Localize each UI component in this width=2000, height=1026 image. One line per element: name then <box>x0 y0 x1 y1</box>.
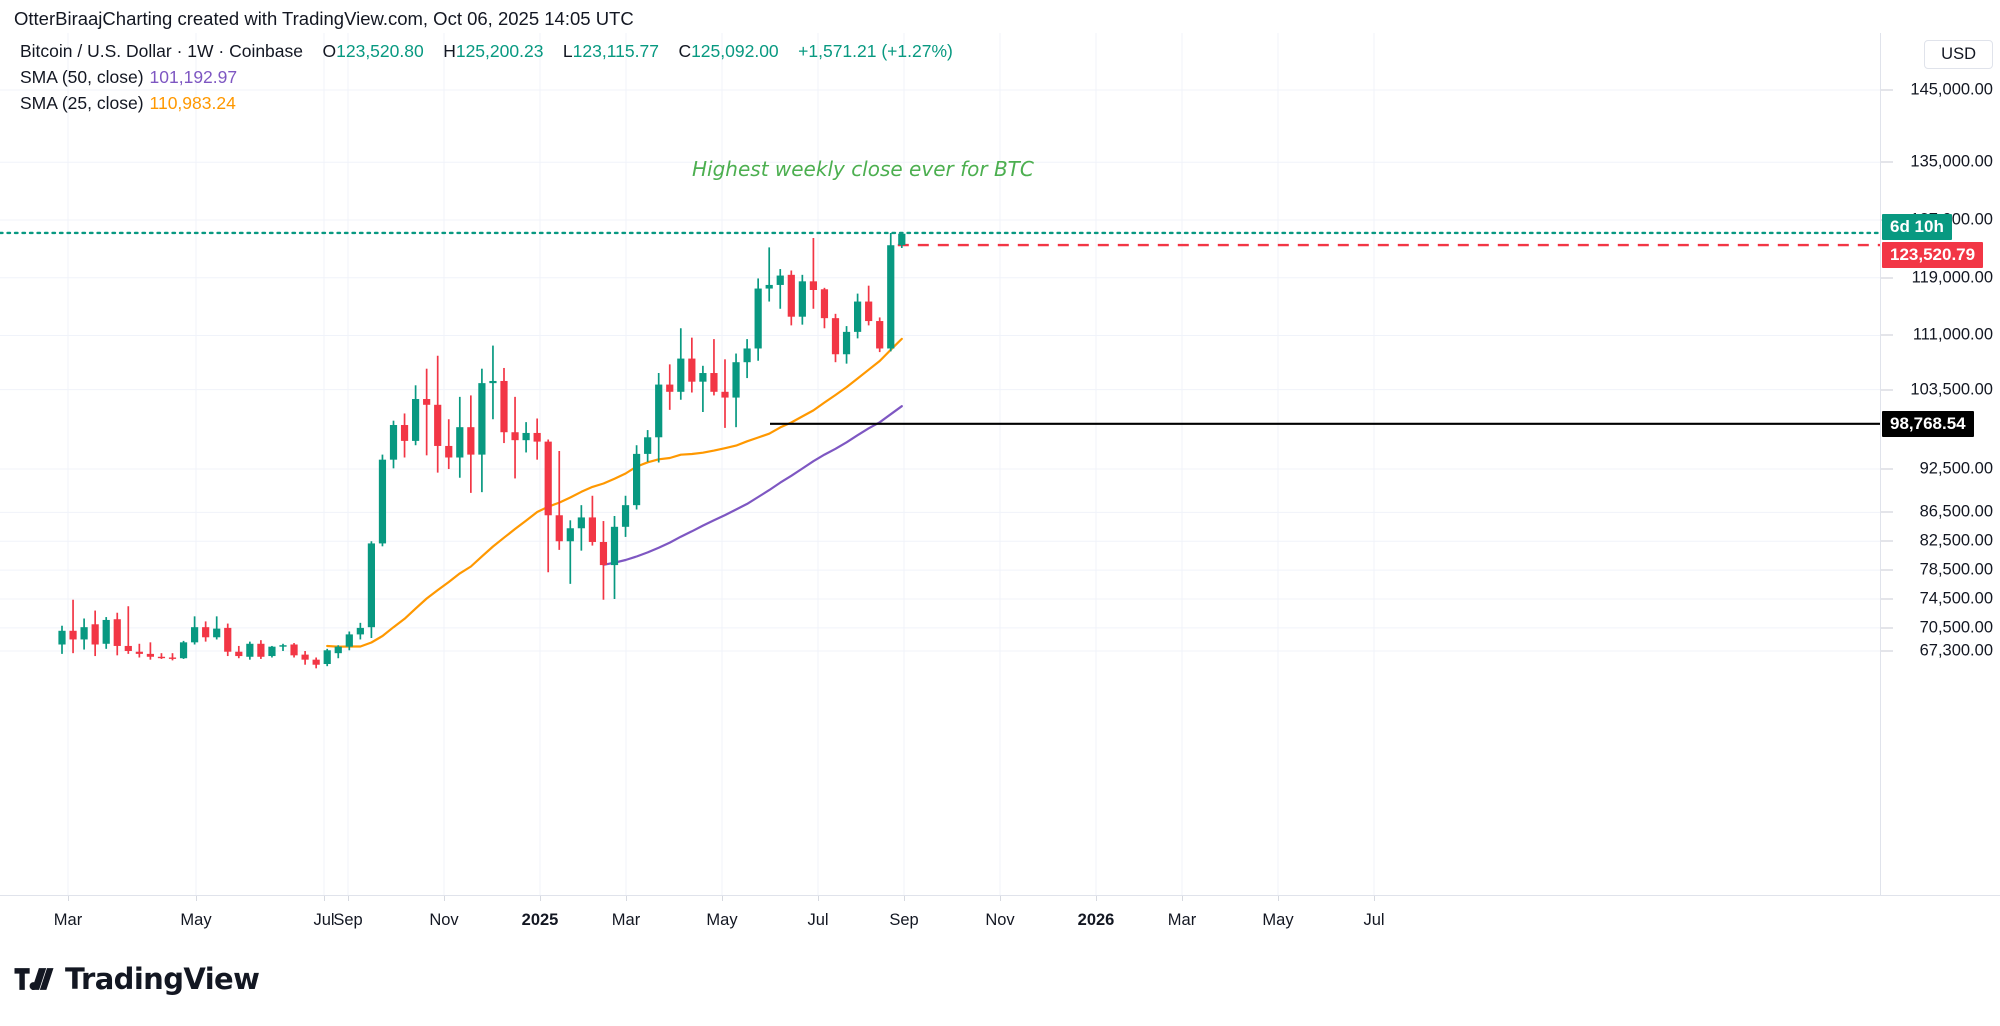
price-tick-label: 86,500.00 <box>1919 502 1993 521</box>
time-tick-label: Nov <box>985 911 1015 929</box>
time-tick-label: May <box>1262 911 1294 929</box>
time-tick-mark <box>1182 896 1183 901</box>
legend-sma25-value: 110,983.24 <box>149 93 236 113</box>
price-tick-label: 135,000.00 <box>1910 152 1993 171</box>
price-tick-label: 70,500.00 <box>1919 618 1993 637</box>
price-tick-label: 78,500.00 <box>1919 560 1993 579</box>
price-tick-mark <box>1881 650 1893 652</box>
legend-high-label: H <box>443 41 456 61</box>
horizontal-line-price-tag: 98,768.54 <box>1882 410 1974 437</box>
time-tick-mark <box>1374 896 1375 901</box>
price-tick-label: 92,500.00 <box>1919 459 1993 478</box>
time-tick-mark <box>324 896 325 901</box>
tradingview-mark-icon <box>14 968 54 990</box>
price-tick-mark <box>1881 540 1893 542</box>
time-tick-mark <box>904 896 905 901</box>
price-tick-mark <box>1881 277 1893 279</box>
price-tick-label: 74,500.00 <box>1919 589 1993 608</box>
chart-legend: Bitcoin / U.S. Dollar · 1W · Coinbase O1… <box>20 40 953 118</box>
legend-close-label: C <box>678 41 692 61</box>
time-tick-label: Mar <box>611 911 641 929</box>
time-tick-label: 2025 <box>521 911 559 929</box>
price-tick-label: 119,000.00 <box>1911 268 1993 287</box>
price-tick-label: 103,500.00 <box>1910 380 1993 399</box>
tradingview-logo[interactable]: TradingView <box>14 962 260 996</box>
legend-symbol-title: Bitcoin / U.S. Dollar · 1W · Coinbase <box>20 41 304 61</box>
time-tick-label: Sep <box>889 911 919 929</box>
time-tick-mark <box>818 896 819 901</box>
attribution-text: OtterBiraajCharting created with Trading… <box>14 8 634 29</box>
price-tick-mark <box>1881 389 1893 391</box>
legend-close-value: 125,092.00 <box>691 41 779 61</box>
time-tick-label: Jul <box>807 911 829 929</box>
time-tick-label: May <box>180 911 212 929</box>
price-tick-mark <box>1881 161 1893 163</box>
price-axis[interactable]: USD 145,000.00135,000.00127,000.00119,00… <box>1880 33 2000 895</box>
time-tick-label: May <box>706 911 738 929</box>
price-tick-mark <box>1881 468 1893 470</box>
time-tick-mark <box>1000 896 1001 901</box>
candlestick-chart-svg <box>0 33 1882 895</box>
time-tick-label: Sep <box>333 911 363 929</box>
legend-open-value: 123,520.80 <box>336 41 424 61</box>
time-tick-label: 2026 <box>1077 911 1115 929</box>
time-tick-mark <box>1096 896 1097 901</box>
price-tick-mark <box>1881 598 1893 600</box>
time-tick-label: Mar <box>53 911 83 929</box>
time-tick-mark <box>626 896 627 901</box>
time-tick-label: Jul <box>313 911 335 929</box>
legend-open-label: O <box>322 41 337 61</box>
price-tick-mark <box>1881 334 1893 336</box>
legend-low-label: L <box>562 41 573 61</box>
time-tick-label: Jul <box>1363 911 1385 929</box>
time-tick-label: Nov <box>429 911 459 929</box>
legend-change-value: +1,571.21 (+1.27%) <box>798 41 953 61</box>
legend-high-value: 125,200.23 <box>455 41 544 61</box>
time-tick-mark <box>196 896 197 901</box>
legend-row-sma25[interactable]: SMA (25, close) 110,983.24 <box>20 92 953 115</box>
currency-badge: USD <box>1924 40 1993 69</box>
legend-sma25-name: SMA (25, close) <box>20 93 144 113</box>
time-tick-mark <box>68 896 69 901</box>
price-tick-mark <box>1881 627 1893 629</box>
bar-countdown-tag: 6d 10h <box>1882 214 1952 241</box>
time-tick-mark <box>722 896 723 901</box>
price-tick-mark <box>1881 511 1893 513</box>
time-axis[interactable]: Mar May Jul Sep Nov 2025 Mar May Jul Sep Nov 2026 Ma… <box>0 895 2000 942</box>
time-tick-mark <box>348 896 349 901</box>
time-tick-mark <box>540 896 541 901</box>
price-tick-label: 67,300.00 <box>1919 641 1993 660</box>
tradingview-wordmark: TradingView <box>65 962 260 996</box>
price-tick-mark <box>1881 569 1893 571</box>
last-price-tag: 123,520.79 <box>1882 242 1984 269</box>
price-tick-label: 82,500.00 <box>1919 531 1993 550</box>
legend-sma50-name: SMA (50, close) <box>20 67 144 87</box>
time-tick-mark <box>444 896 445 901</box>
chart-plot-area[interactable] <box>0 33 1882 895</box>
legend-row-symbol[interactable]: Bitcoin / U.S. Dollar · 1W · Coinbase O1… <box>20 40 953 63</box>
legend-row-sma50[interactable]: SMA (50, close) 101,192.97 <box>20 66 953 89</box>
legend-sma50-value: 101,192.97 <box>149 67 238 87</box>
time-tick-mark <box>1278 896 1279 901</box>
time-tick-label: Mar <box>1167 911 1197 929</box>
price-tick-label: 111,000.00 <box>1912 325 1993 344</box>
price-tick-mark <box>1881 89 1893 91</box>
legend-low-value: 123,115.77 <box>572 41 659 61</box>
chart-annotation-text[interactable]: Highest weekly close ever for BTC <box>692 157 1034 181</box>
price-tick-label: 145,000.00 <box>1910 80 1993 99</box>
